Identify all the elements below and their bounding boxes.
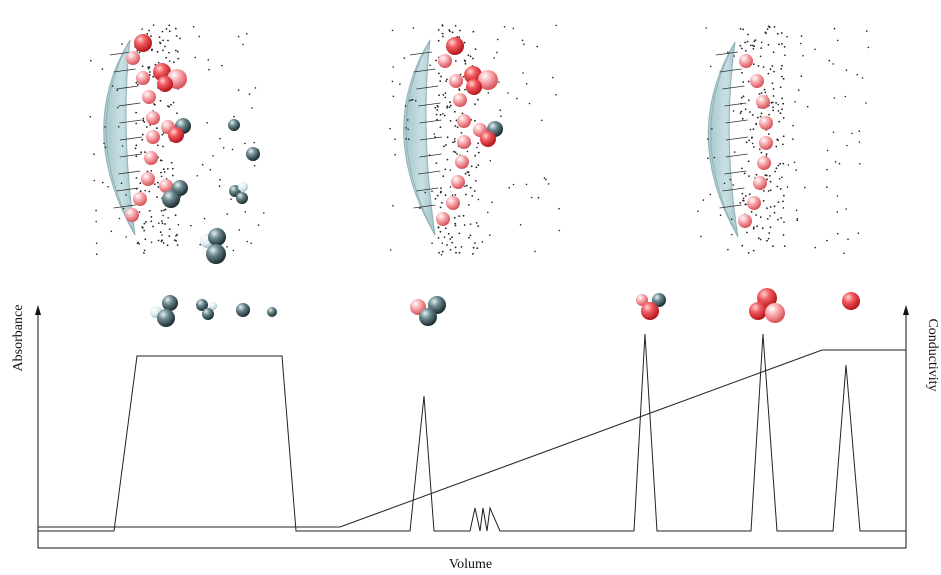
absorbance-trace — [38, 333, 906, 532]
bound-proteins — [738, 54, 773, 228]
panel-elution — [697, 25, 870, 254]
left-axis-arrow — [35, 305, 41, 315]
conductivity-axis-label: Conductivity — [925, 318, 940, 392]
unbound-small-icon — [267, 307, 277, 317]
bound-proteins — [125, 34, 191, 222]
bound-proteins — [436, 37, 503, 226]
eluted-species-icons — [150, 288, 860, 327]
ligand-lines — [409, 51, 443, 209]
counter-ions — [697, 25, 870, 254]
ligand-lines — [715, 51, 749, 209]
axes — [35, 305, 909, 549]
red-single-icon — [842, 292, 860, 310]
ligand-lines — [109, 51, 143, 209]
unbound-single-icon — [236, 303, 250, 317]
mixed-cluster-icon — [410, 296, 446, 326]
absorbance-axis-label: Absorbance — [11, 304, 26, 372]
x-axis-label: Volume — [448, 557, 493, 572]
free-unbound-proteins — [200, 119, 260, 264]
unbound-cluster-icon — [150, 295, 178, 327]
red-cluster-icon — [749, 288, 785, 323]
unbound-pair-icon — [196, 299, 217, 320]
panel-sample-loading — [89, 24, 265, 264]
conductivity-trace — [38, 349, 906, 528]
mixed-red-cluster-icon — [636, 293, 666, 320]
right-axis-arrow — [903, 305, 909, 315]
panel-wash — [389, 24, 561, 256]
